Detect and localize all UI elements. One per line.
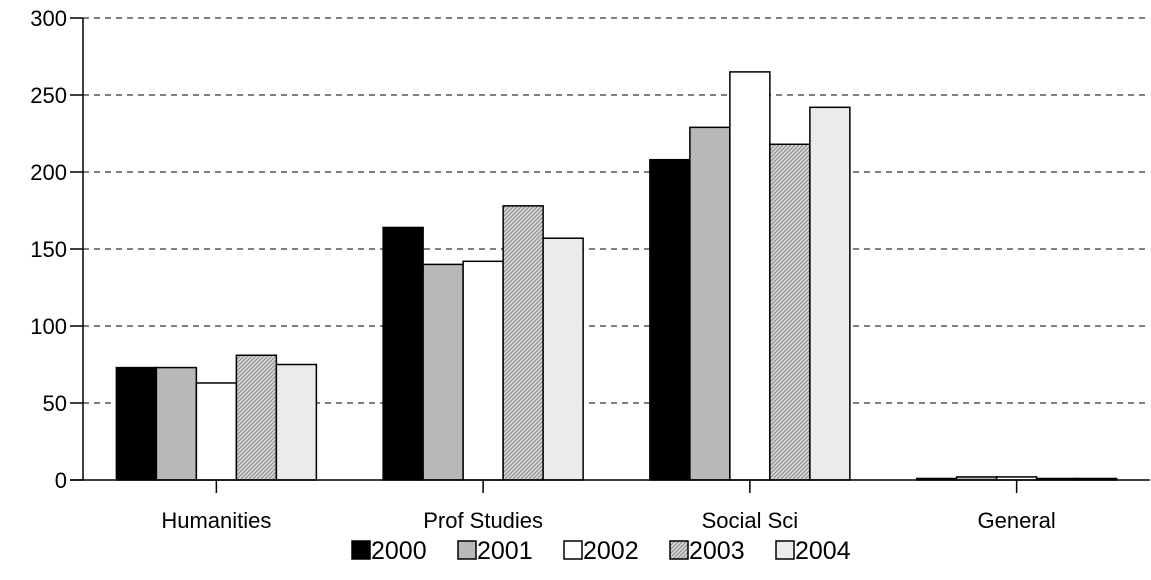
bar (689, 126, 731, 481)
legend-label: 2003 (689, 537, 745, 565)
legend: 2000 2001 2002 2003 2004 (351, 537, 851, 565)
bar (769, 143, 811, 481)
bar (422, 263, 464, 481)
bar (649, 158, 691, 481)
bar (155, 366, 198, 481)
y-tick-label: 300 (30, 6, 67, 31)
bar (195, 382, 238, 481)
y-tick-label: 200 (30, 160, 67, 185)
x-category-label: Prof Studies (423, 508, 543, 533)
y-tick-label: 150 (30, 237, 67, 262)
bar (542, 237, 584, 481)
bars (115, 71, 1118, 481)
bar (235, 354, 278, 481)
axes: 0 50 100 150 200 250 300 Humanities Prof Studies… (30, 6, 1150, 533)
legend-label: 2002 (583, 537, 639, 565)
legend-label: 2004 (795, 537, 851, 565)
bar (382, 226, 424, 481)
bar (809, 106, 851, 481)
legend-label: 2001 (477, 537, 533, 565)
y-tick-label: 100 (30, 314, 67, 339)
x-category-label: General (977, 508, 1055, 533)
legend-swatch (563, 540, 583, 560)
bar (115, 366, 158, 481)
bar (275, 363, 318, 481)
legend-swatch (669, 540, 689, 560)
gridlines (83, 17, 1150, 404)
y-tick-label: 250 (30, 83, 67, 108)
x-category-label: Humanities (161, 508, 271, 533)
bar (729, 71, 771, 481)
bar (462, 260, 504, 481)
legend-label: 2000 (371, 537, 427, 565)
legend-swatch (351, 540, 371, 560)
y-tick-label: 50 (43, 391, 67, 416)
y-tick-label: 0 (55, 468, 67, 493)
bar (502, 205, 544, 481)
x-category-label: Social Sci (702, 508, 799, 533)
legend-swatch (775, 540, 795, 560)
legend-swatch (457, 540, 477, 560)
